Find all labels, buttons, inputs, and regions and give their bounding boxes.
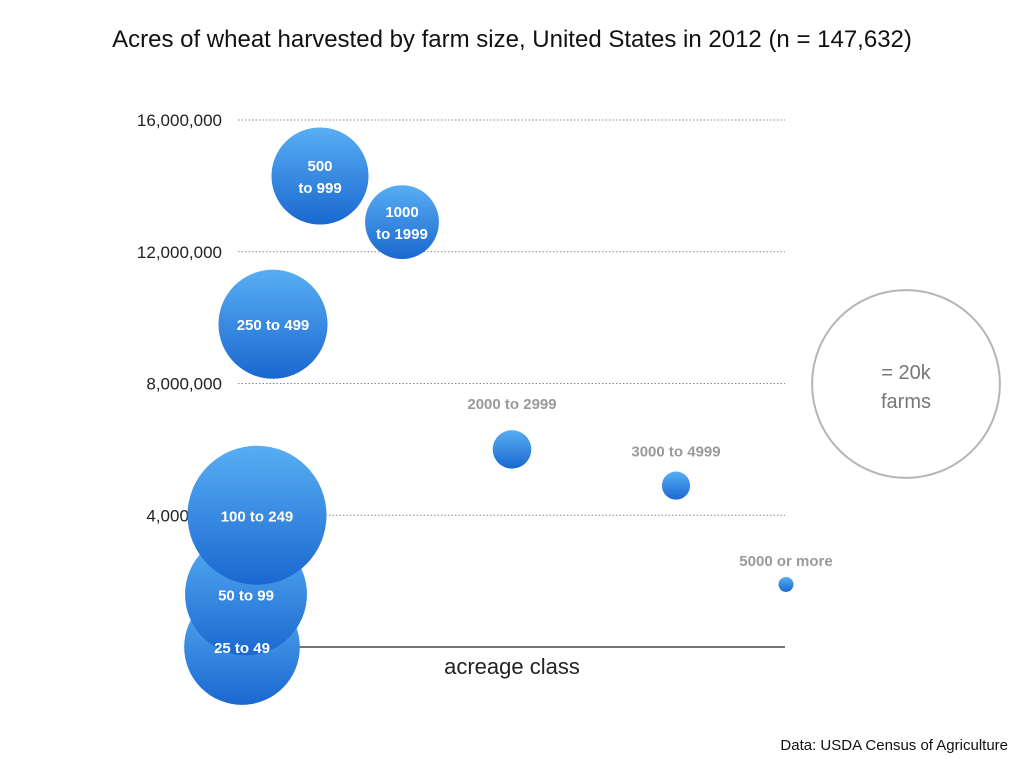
bubble-label: 5000 or more <box>739 553 832 570</box>
legend-text: farms <box>881 391 931 413</box>
bubble-label: 500 to 999 <box>298 158 341 197</box>
bubble <box>365 185 439 260</box>
bubble-label: 250 to 499 <box>237 317 310 334</box>
bubble-label: 100 to 249 <box>221 508 294 525</box>
bubble-labels: 25 to 49 50 to 99 100 to 249 250 to 499 500 t… <box>214 158 833 657</box>
bubbles <box>184 127 794 705</box>
bubble-label: 25 to 49 <box>214 640 270 657</box>
axes: acreage class <box>238 646 785 679</box>
bubble <box>218 269 328 379</box>
bubble-label: 2000 to 2999 <box>467 396 556 413</box>
source-note: Data: USDA Census of Agriculture <box>780 737 1008 754</box>
legend-circle <box>811 289 1001 479</box>
bubble-label: 50 to 99 <box>218 587 274 604</box>
legend-text: = 20k <box>881 362 931 384</box>
x-axis-title: acreage class <box>444 654 580 679</box>
bubble-label: 1000 to 1999 <box>376 204 428 243</box>
y-tick-label: 8,000,000 <box>146 375 222 394</box>
chart-title: Acres of wheat harvested by farm size, U… <box>112 26 912 53</box>
bubble <box>492 430 532 469</box>
bubble <box>271 127 369 225</box>
bubble <box>187 445 327 585</box>
bubble <box>661 471 691 500</box>
bubble-label: 3000 to 4999 <box>631 444 720 461</box>
bubble <box>778 576 794 592</box>
y-tick-label: 16,000,000 <box>137 111 222 130</box>
y-tick-label: 12,000,000 <box>137 243 222 262</box>
legend: = 20k farms <box>811 289 1001 479</box>
